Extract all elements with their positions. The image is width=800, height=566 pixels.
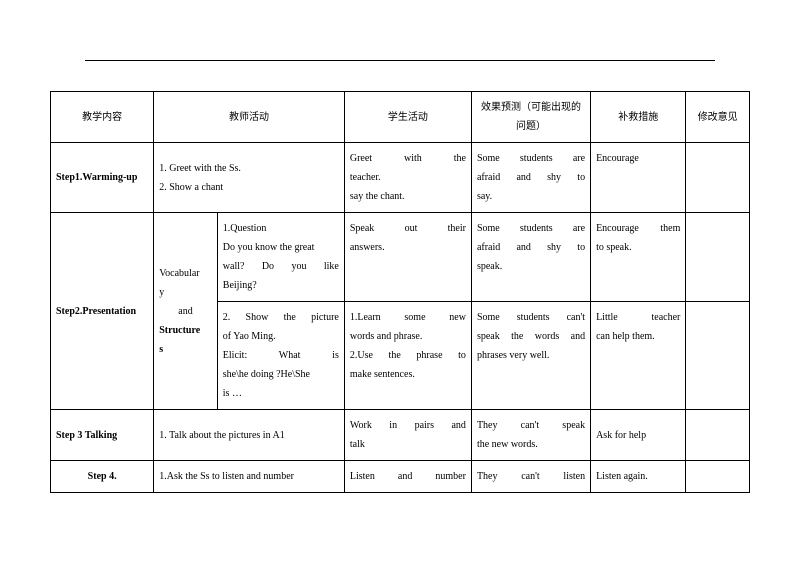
step1-remedy: Encourage xyxy=(591,143,686,213)
step1-title: Step1.Warming-up xyxy=(51,143,154,213)
cell-text: of Yao Ming. xyxy=(223,331,276,342)
step2a-teacher: 1.Question Do you know the great wall? D… xyxy=(217,213,344,302)
cell-text: to speak. xyxy=(596,242,632,253)
step2-subcol: Vocabular y and Structure s xyxy=(154,213,218,410)
cell-text: say the chant. xyxy=(350,191,405,202)
cell-text: talk xyxy=(350,439,365,450)
cell-text: phrases very well. xyxy=(477,350,549,361)
step1-effect: Some students are afraid and shy to say. xyxy=(471,143,590,213)
step3-student: Work in pairs and talk xyxy=(344,410,471,461)
cell-text: Some students are xyxy=(477,149,585,168)
header-effect: 效果预测（可能出现的 问题） xyxy=(471,92,590,143)
cell-text: s xyxy=(159,344,163,355)
cell-text: can help them. xyxy=(596,331,655,342)
cell-text: afraid and shy to xyxy=(477,168,585,187)
cell-text: 1.Question xyxy=(223,223,267,234)
step2a-student: Speak out their answers. xyxy=(344,213,471,302)
step1-student: Greet with the teacher. say the chant. xyxy=(344,143,471,213)
row-step3: Step 3 Talking 1. Talk about the picture… xyxy=(51,410,750,461)
cell-text: answers. xyxy=(350,242,385,253)
step3-title: Step 3 Talking xyxy=(51,410,154,461)
cell-text: Structure xyxy=(159,325,200,336)
step4-effect: They can't listen xyxy=(471,461,590,493)
step3-effect: They can't speak the new words. xyxy=(471,410,590,461)
step1-teacher: 1. Greet with the Ss. 2. Show a chant xyxy=(154,143,345,213)
cell-text: Little teacher xyxy=(596,308,680,327)
header-teacher: 教师活动 xyxy=(154,92,345,143)
header-effect-l2: 问题） xyxy=(516,121,546,132)
step2b-effect: Some students can't speak the words and … xyxy=(471,302,590,410)
cell-text: Elicit: What is xyxy=(223,346,339,365)
cell-text: 1.Learn some new xyxy=(350,308,466,327)
cell-text: speak. xyxy=(477,261,502,272)
step3-teacher: 1. Talk about the pictures in A1 xyxy=(154,410,345,461)
cell-text: Encourage them xyxy=(596,219,680,238)
cell-text: Some students are xyxy=(477,219,585,238)
cell-text: Listen and number xyxy=(350,467,466,486)
cell-text: Vocabular xyxy=(159,268,199,279)
step4-teacher: 1.Ask the Ss to listen and number xyxy=(154,461,345,493)
page-header-line xyxy=(85,60,715,61)
header-revise: 修改意见 xyxy=(686,92,750,143)
cell-text: wall? Do you like xyxy=(223,257,339,276)
cell-text: They can't listen xyxy=(477,467,585,486)
cell-text: Work in pairs and xyxy=(350,416,466,435)
cell-text: Do you know the great xyxy=(223,242,315,253)
cell-text: 1. Greet with the Ss. xyxy=(159,163,241,174)
cell-text: 2.Use the phrase to xyxy=(350,346,466,365)
step2a-remedy: Encourage them to speak. xyxy=(591,213,686,302)
cell-text: Speak out their xyxy=(350,219,466,238)
header-remedy: 补救措施 xyxy=(591,92,686,143)
step4-remedy: Listen again. xyxy=(591,461,686,493)
step2b-student: 1.Learn some new words and phrase. 2.Use… xyxy=(344,302,471,410)
cell-text: Some students can't xyxy=(477,308,585,327)
cell-text: the new words. xyxy=(477,439,538,450)
cell-text: teacher. xyxy=(350,172,381,183)
cell-text: say. xyxy=(477,191,492,202)
step2b-revise xyxy=(686,302,750,410)
step1-revise xyxy=(686,143,750,213)
cell-text: They can't speak xyxy=(477,416,585,435)
step2b-teacher: 2. Show the picture of Yao Ming. Elicit:… xyxy=(217,302,344,410)
cell-text: is … xyxy=(223,388,242,399)
cell-text: 2. Show the picture xyxy=(223,308,339,327)
header-student: 学生活动 xyxy=(344,92,471,143)
step2b-remedy: Little teacher can help them. xyxy=(591,302,686,410)
header-content: 教学内容 xyxy=(51,92,154,143)
row-step2a: Step2.Presentation Vocabular y and Struc… xyxy=(51,213,750,302)
cell-text: afraid and shy to xyxy=(477,238,585,257)
step3-remedy: Ask for help xyxy=(591,410,686,461)
step2a-effect: Some students are afraid and shy to spea… xyxy=(471,213,590,302)
cell-text: make sentences. xyxy=(350,369,415,380)
cell-text: Beijing? xyxy=(223,280,257,291)
cell-text: y xyxy=(159,287,164,298)
cell-text: Greet with the xyxy=(350,149,466,168)
cell-text: she\he doing ?He\She xyxy=(223,369,310,380)
step4-student: Listen and number xyxy=(344,461,471,493)
lesson-plan-table: 教学内容 教师活动 学生活动 效果预测（可能出现的 问题） 补救措施 修改意见 … xyxy=(50,91,750,493)
row-step4: Step 4. 1.Ask the Ss to listen and numbe… xyxy=(51,461,750,493)
step3-revise xyxy=(686,410,750,461)
cell-text: speak the words and xyxy=(477,327,585,346)
header-row: 教学内容 教师活动 学生活动 效果预测（可能出现的 问题） 补救措施 修改意见 xyxy=(51,92,750,143)
step2a-revise xyxy=(686,213,750,302)
cell-text: 2. Show a chant xyxy=(159,182,223,193)
step4-title: Step 4. xyxy=(51,461,154,493)
cell-text: and xyxy=(159,302,212,321)
row-step1: Step1.Warming-up 1. Greet with the Ss. 2… xyxy=(51,143,750,213)
step4-revise xyxy=(686,461,750,493)
cell-text: words and phrase. xyxy=(350,331,422,342)
header-effect-l1: 效果预测（可能出现的 xyxy=(481,102,581,113)
step2-title: Step2.Presentation xyxy=(51,213,154,410)
